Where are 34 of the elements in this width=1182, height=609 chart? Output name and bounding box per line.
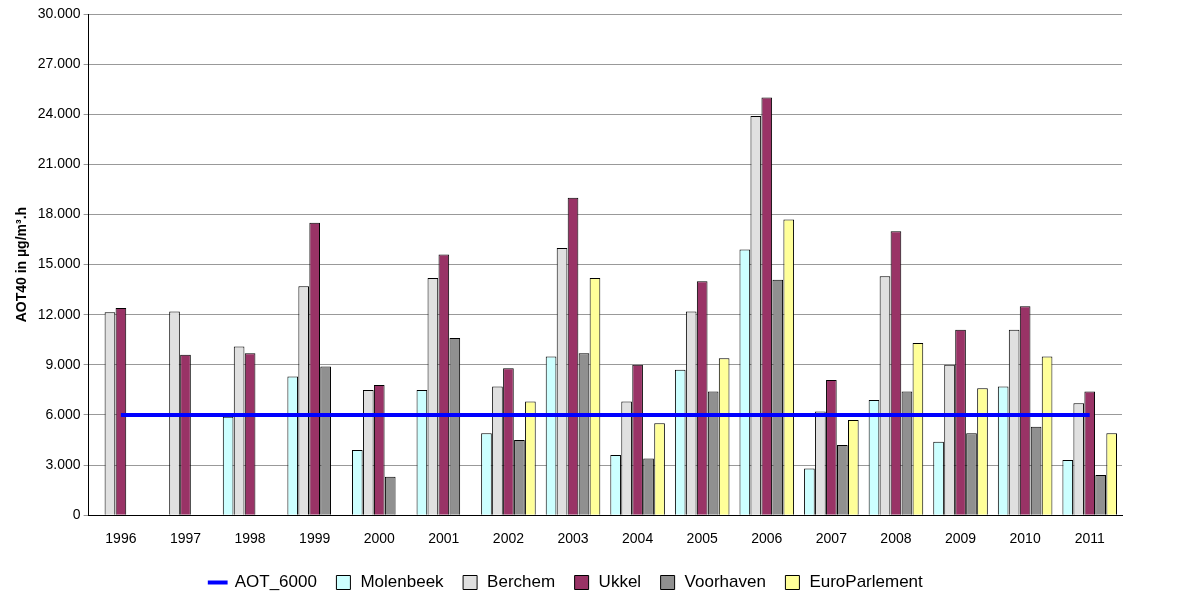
y-tick-label: 21.000 [37, 155, 81, 172]
x-tick-label: 1997 [169, 530, 202, 547]
y-tick-label: 30.000 [37, 4, 81, 21]
x-tick-label: 2008 [880, 530, 912, 547]
legend-label: Berchem [487, 572, 556, 592]
x-tick-label: 2003 [557, 530, 589, 547]
legend-label: EuroParlement [809, 572, 924, 592]
x-tick-label: 2009 [944, 530, 977, 547]
x-tick-label: 2010 [1009, 530, 1041, 547]
legend-label: Ukkel [598, 572, 642, 592]
x-tick-label: 1999 [299, 530, 331, 547]
y-tick-label: 9.000 [45, 355, 81, 372]
y-tick-label: 18.000 [37, 205, 81, 222]
y-axis-title: AOT40 in µg/m³.h [13, 206, 30, 323]
y-tick-label: 12.000 [37, 305, 81, 322]
y-tick-label: 0 [72, 506, 81, 523]
legend-label: AOT_6000 [234, 572, 317, 592]
x-tick-label: 2005 [686, 530, 718, 547]
y-tick-label: 6.000 [45, 405, 81, 422]
x-tick-label: 2011 [1074, 530, 1105, 547]
legend-label: Molenbeek [360, 572, 445, 592]
x-tick-label: 2006 [751, 530, 783, 547]
x-tick-label: 2007 [815, 530, 848, 547]
legend-label: Voorhaven [684, 572, 766, 592]
x-tick-label: 2004 [622, 530, 654, 547]
x-tick-label: 2001 [428, 530, 460, 547]
y-tick-label: 3.000 [45, 455, 81, 472]
x-tick-label: 1996 [105, 530, 137, 547]
x-tick-label: 2002 [492, 530, 525, 547]
x-tick-label: 2000 [363, 530, 396, 547]
y-tick-label: 24.000 [37, 105, 81, 122]
y-tick-label: 27.000 [37, 54, 81, 71]
x-tick-label: 1998 [234, 530, 266, 547]
y-tick-label: 15.000 [37, 255, 81, 272]
